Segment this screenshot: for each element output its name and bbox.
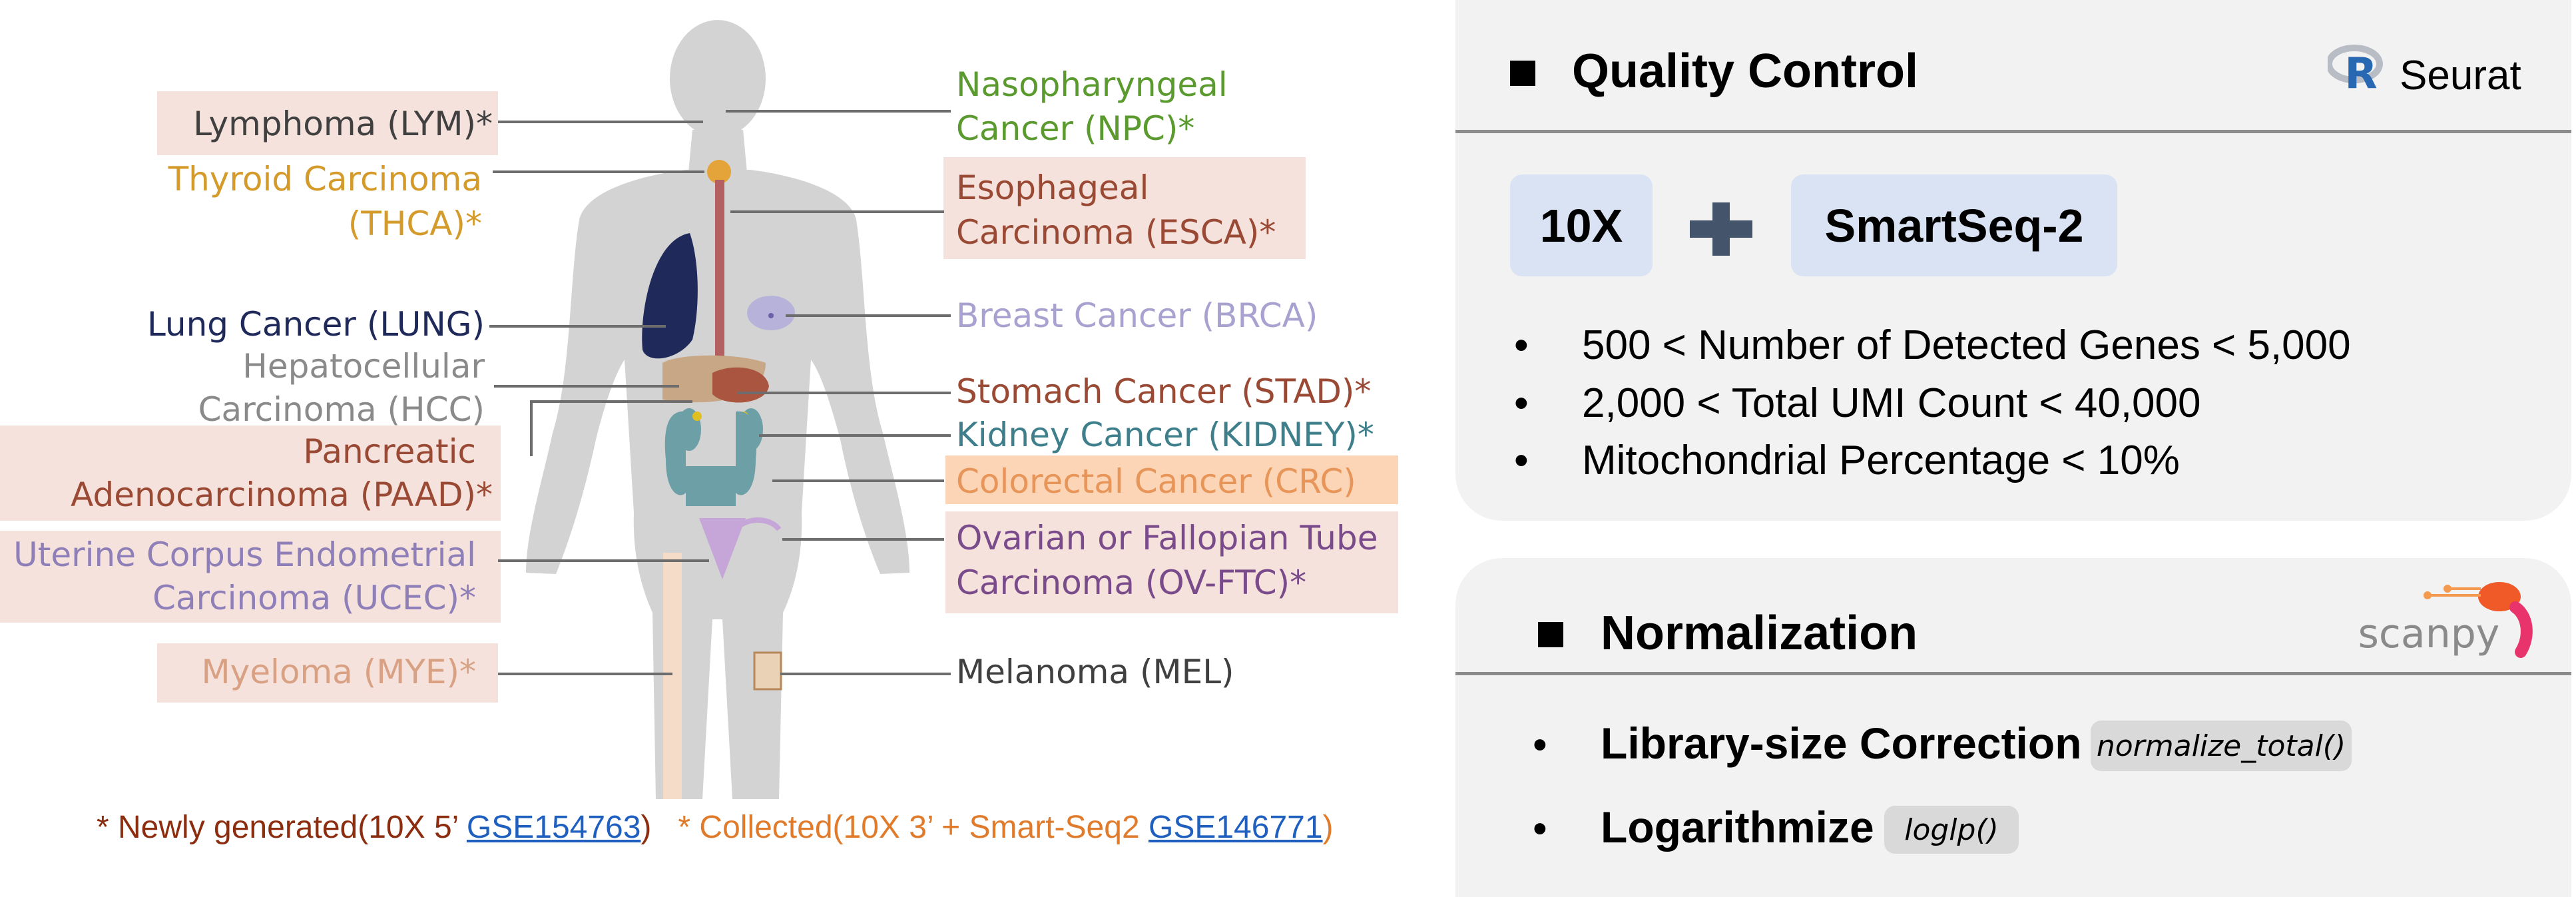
qc-divider xyxy=(1455,130,2571,133)
label-esca-line2: Carcinoma (ESCA)* xyxy=(956,213,1276,252)
label-hcc-line2: Carcinoma (HCC) xyxy=(198,390,485,429)
footer-collected-text: * Collected(10X 3’ + Smart-Seq2 xyxy=(678,810,1149,845)
footer-new-close: ) xyxy=(641,810,652,845)
body-silhouette xyxy=(526,20,909,799)
esca-highlight xyxy=(943,157,1306,259)
r-logo-letter: R xyxy=(2344,49,2377,91)
paad-highlight xyxy=(0,426,501,521)
label-ucec-line1: Uterine Corpus Endometrial xyxy=(13,535,476,574)
footer-legend: * Newly generated(10X 5’ GSE154763) * Col… xyxy=(97,809,1334,846)
label-myeloma: Myeloma (MYE)* xyxy=(201,653,477,691)
label-paad-line1: Pancreatic xyxy=(303,432,476,471)
norm-bullet-2-marker: • xyxy=(1533,806,1547,852)
seurat-label: Seurat xyxy=(2400,53,2521,99)
code-normalize-total: normalize_total() xyxy=(2091,721,2352,771)
scanpy-shrimp-icon xyxy=(2424,582,2533,658)
code-loglp: loglp() xyxy=(1884,806,2019,854)
footer-collected-close: ) xyxy=(1322,810,1334,845)
leader-lines xyxy=(489,110,951,675)
label-thyroid-line2: (THCA)* xyxy=(348,204,482,243)
norm-divider xyxy=(1455,672,2571,675)
r-logo-icon: R xyxy=(2326,44,2389,99)
label-ovftc-line1: Ovarian or Fallopian Tube xyxy=(956,519,1378,557)
qc-bullet-3: Mitochondrial Percentage < 10% xyxy=(1582,438,2180,483)
label-esca-line1: Esophageal xyxy=(956,168,1149,207)
label-paad-line2: Adenocarcinoma (PAAD)* xyxy=(71,475,493,514)
footer-collected-link[interactable]: GSE146771 xyxy=(1148,810,1323,845)
norm-title: Normalization xyxy=(1601,607,1918,660)
label-hcc-line1: Hepatocellular xyxy=(242,347,485,386)
footer-new-link[interactable]: GSE154763 xyxy=(466,810,641,845)
quality-control-panel: Quality Control R Seurat 10X SmartSeq-2 … xyxy=(1455,0,2571,521)
ucec-highlight xyxy=(0,531,501,623)
label-stad: Stomach Cancer (STAD)* xyxy=(956,372,1372,411)
plus-icon xyxy=(1690,202,1752,256)
chip-10x: 10X xyxy=(1510,174,1653,276)
label-melanoma: Melanoma (MEL) xyxy=(956,653,1234,691)
footer-new-text: * Newly generated(10X 5’ xyxy=(97,810,467,845)
label-lung: Lung Cancer (LUNG) xyxy=(146,305,485,344)
label-ucec-line2: Carcinoma (UCEC)* xyxy=(152,579,476,617)
qc-bullet-1-marker: • xyxy=(1514,322,1529,368)
scanpy-logo: scanpy xyxy=(2341,569,2541,669)
norm-title-square-icon xyxy=(1538,622,1563,647)
label-kidney: Kidney Cancer (KIDNEY)* xyxy=(956,416,1374,454)
norm-item-logarithmize: Logarithmize xyxy=(1601,802,1874,852)
normalization-panel: Normalization scanpy • Library-size Corr… xyxy=(1455,558,2571,897)
qc-bullet-1: 500 < Number of Detected Genes < 5,000 xyxy=(1582,322,2351,368)
qc-title-square-icon xyxy=(1510,61,1535,86)
qc-title: Quality Control xyxy=(1572,45,1918,98)
label-ovftc-line2: Carcinoma (OV-FTC)* xyxy=(956,563,1307,602)
norm-bullet-1-marker: • xyxy=(1533,722,1547,768)
norm-item-library-size: Library-size Correction xyxy=(1601,719,2082,768)
qc-bullet-2-marker: • xyxy=(1514,380,1529,426)
crc-highlight xyxy=(945,455,1398,504)
lymphoma-highlight xyxy=(157,91,498,155)
ovftc-highlight xyxy=(945,511,1398,613)
label-lymphoma: Lymphoma (LYM)* xyxy=(193,105,493,143)
myeloma-highlight xyxy=(157,643,498,703)
label-crc: Colorectal Cancer (CRC) xyxy=(956,462,1356,501)
label-npc-line2: Cancer (NPC)* xyxy=(956,109,1195,148)
scanpy-wordmark: scanpy xyxy=(2358,611,2500,657)
label-brca: Breast Cancer (BRCA) xyxy=(956,296,1318,335)
qc-bullet-3-marker: • xyxy=(1514,438,1529,483)
label-npc-line1: Nasopharyngeal xyxy=(956,65,1228,104)
chip-smartseq2: SmartSeq-2 xyxy=(1791,174,2117,276)
qc-bullet-2: 2,000 < Total UMI Count < 40,000 xyxy=(1582,380,2201,426)
label-thyroid-line1: Thyroid Carcinoma xyxy=(168,160,482,198)
